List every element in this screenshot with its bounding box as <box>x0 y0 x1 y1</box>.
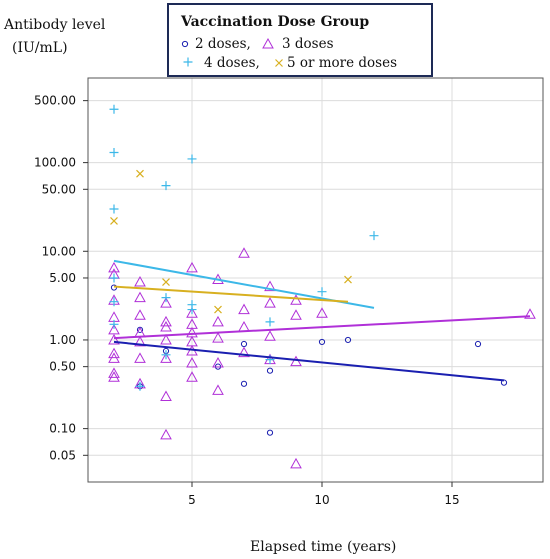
3-doses-point <box>160 333 172 345</box>
3-doses-point <box>108 323 120 335</box>
4-doses-point <box>161 293 171 303</box>
3-doses-point <box>186 261 198 273</box>
3-doses-point <box>238 320 250 332</box>
3-doses-point <box>160 320 172 332</box>
legend-box <box>167 3 433 77</box>
3-doses-point <box>160 428 172 440</box>
4-doses-point <box>109 273 119 283</box>
3-doses-point <box>290 457 302 469</box>
3-doses-point <box>134 309 146 320</box>
3-doses-point <box>264 297 276 308</box>
3-doses-point <box>108 352 120 363</box>
4-doses-point <box>135 381 145 391</box>
2-doses-point <box>318 338 326 346</box>
3-doses-point <box>108 367 120 378</box>
y-tick-label: 0.50 <box>49 360 76 374</box>
x-tick-label: 5 <box>188 493 196 507</box>
3-doses-point <box>108 347 120 359</box>
4-doses-point <box>109 104 119 114</box>
2-doses-trend-line <box>113 340 505 382</box>
4-doses-point <box>187 154 197 164</box>
2-doses-point <box>266 367 274 374</box>
legend-marker-plus-icon <box>183 57 193 67</box>
4-doses-point <box>109 297 119 307</box>
legend-marker-triangle-icon <box>262 37 274 49</box>
legend-label-5-doses: 5 or more doses <box>287 55 397 71</box>
2-doses-point <box>240 380 248 387</box>
3-doses-point <box>264 280 276 292</box>
3-doses-point <box>134 352 146 363</box>
3-doses-point <box>290 294 302 305</box>
legend-label-3-doses: 3 doses <box>282 36 334 52</box>
4-doses-point <box>369 231 379 241</box>
3-doses-point <box>238 303 250 315</box>
y-tick-label: 10.00 <box>42 244 76 258</box>
3-doses-point <box>212 315 224 327</box>
3-doses-point <box>186 371 198 382</box>
3-doses-point <box>186 356 198 368</box>
plot-frame <box>87 77 544 483</box>
4-doses-point <box>109 148 119 158</box>
legend-marker-circle-icon <box>181 40 189 48</box>
x-axis-label: Elapsed time (years) <box>250 539 396 555</box>
3-doses-point <box>160 315 172 327</box>
legend-label-4-doses: 4 doses, <box>204 55 260 71</box>
3-doses-point <box>264 330 276 341</box>
3-doses-point <box>316 307 328 318</box>
y-tick-label: 1.00 <box>49 333 76 347</box>
4-doses-point <box>109 319 119 329</box>
5-or-more-doses-trend-line <box>113 285 349 303</box>
3-doses-point <box>160 297 172 308</box>
5-or-more-doses-point <box>214 305 222 314</box>
legend-title: Vaccination Dose Group <box>180 14 369 30</box>
2-doses-point <box>240 340 248 348</box>
legend-markers <box>181 37 283 67</box>
4-doses-point <box>161 181 171 191</box>
3-doses-point <box>238 247 250 258</box>
3-doses-point <box>160 352 172 363</box>
y-tick-label: 500.00 <box>34 94 76 108</box>
y-tick-label: 5.00 <box>49 271 76 285</box>
3-doses-point <box>238 346 250 358</box>
2-doses-point <box>266 429 274 436</box>
3-doses-point <box>134 335 146 347</box>
3-doses-point <box>108 261 120 273</box>
3-doses-point <box>212 384 224 395</box>
3-doses-point <box>160 390 172 402</box>
4-doses-point <box>161 350 171 360</box>
legend-label-2-doses: 2 doses, <box>195 36 251 52</box>
5-or-more-doses-point <box>344 275 352 284</box>
3-doses-point <box>134 291 146 303</box>
5-or-more-doses-point <box>136 169 144 178</box>
plot-area: 0.05 0.10 0.50 1.00 5.00 10.00 50.00 100.00 500.… <box>34 77 544 507</box>
3-doses-point <box>212 356 224 368</box>
4-doses-point <box>265 317 275 327</box>
legend: Vaccination Dose Group 2 doses, 3 doses … <box>167 3 433 77</box>
y-axis-label-line2: (IU/mL) <box>12 40 68 56</box>
2-doses-point <box>474 340 482 348</box>
3-doses-point <box>108 371 120 382</box>
y-axis-label-line1: Antibody level <box>3 17 106 33</box>
3-doses-point <box>290 309 302 320</box>
5-or-more-doses-point <box>110 216 118 225</box>
3-doses-trend-line <box>113 315 531 340</box>
3-doses-point <box>186 307 198 318</box>
y-tick-label: 0.10 <box>49 422 76 436</box>
x-tick-label: 15 <box>444 493 459 507</box>
5-or-more-doses-point <box>162 278 170 286</box>
x-tick-label: 10 <box>314 493 329 507</box>
2-doses-point <box>344 336 352 344</box>
legend-marker-x-icon <box>275 59 283 67</box>
4-doses-point <box>317 287 327 297</box>
3-doses-point <box>524 308 536 319</box>
3-doses-point <box>134 275 146 287</box>
y-tick-label: 0.05 <box>49 448 76 462</box>
4-doses-point <box>109 204 119 214</box>
3-doses-point <box>212 332 224 343</box>
3-doses-point <box>108 333 120 345</box>
y-tick-label: 50.00 <box>42 182 76 196</box>
4-doses-point <box>187 305 197 315</box>
y-tick-label: 100.00 <box>34 156 76 170</box>
